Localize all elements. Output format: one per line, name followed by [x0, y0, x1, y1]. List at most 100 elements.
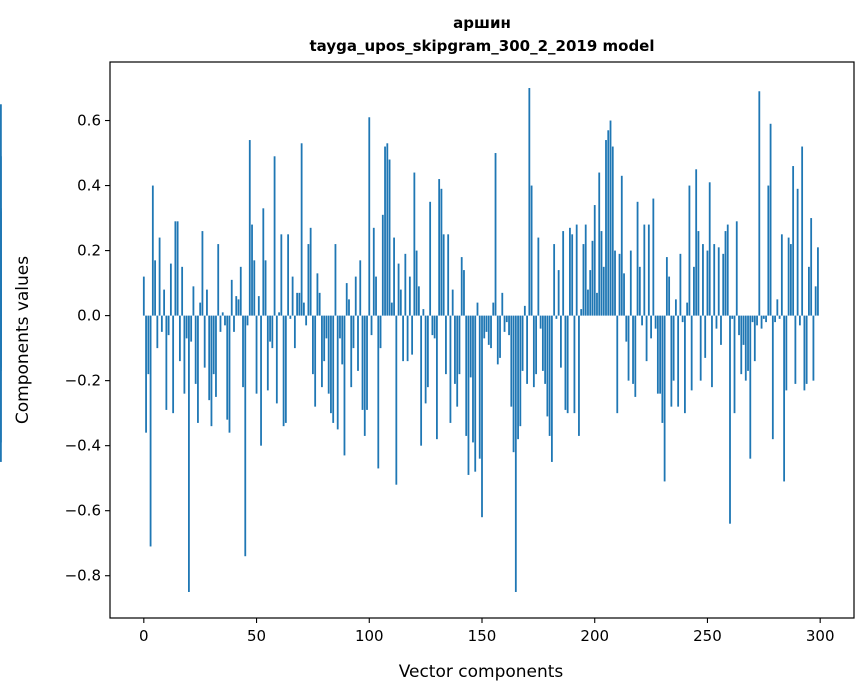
bar: [798, 315, 801, 326]
bar: [643, 224, 646, 316]
bar: [399, 289, 402, 316]
bar: [729, 315, 731, 524]
bar: [169, 263, 172, 316]
bar: [212, 315, 215, 375]
bar: [366, 315, 368, 410]
bar: [327, 315, 330, 394]
bar: [634, 315, 637, 397]
bar: [359, 260, 362, 316]
bar: [271, 315, 274, 349]
bar-series: [0, 88, 819, 592]
y-axis-label: Components values: [13, 256, 33, 424]
bar: [244, 315, 247, 557]
bar: [224, 315, 226, 326]
bar: [810, 218, 813, 316]
bar: [645, 315, 648, 362]
bar: [352, 315, 355, 349]
bar: [571, 234, 574, 316]
bar: [611, 146, 614, 316]
bar: [293, 315, 296, 349]
chart-title: аршин: [453, 14, 511, 32]
bar: [647, 224, 650, 316]
bar: [801, 146, 804, 316]
bar: [253, 260, 256, 316]
bar: [318, 292, 321, 316]
bar: [523, 305, 526, 316]
bar: [142, 276, 145, 316]
bar: [591, 240, 594, 316]
bar: [217, 244, 220, 316]
bar: [230, 279, 233, 316]
bar: [397, 263, 400, 316]
bar: [541, 315, 544, 371]
bar: [641, 315, 643, 326]
bar: [151, 185, 154, 316]
bar: [794, 315, 797, 384]
bar: [605, 140, 607, 316]
x-tick-label: 100: [355, 627, 384, 645]
bar: [266, 315, 269, 391]
bar: [663, 315, 666, 482]
bar: [690, 315, 693, 391]
bar: [478, 315, 481, 459]
bar: [492, 302, 495, 316]
bar: [627, 315, 630, 381]
bar: [190, 315, 193, 342]
bar: [0, 289, 2, 316]
bar: [305, 315, 308, 326]
bar: [738, 315, 740, 336]
bar: [390, 302, 393, 316]
bar: [532, 315, 535, 388]
bar: [332, 315, 335, 423]
x-tick-label: 150: [468, 627, 497, 645]
bar: [228, 315, 231, 433]
bar: [670, 315, 673, 407]
bar: [350, 315, 353, 388]
bar: [264, 260, 267, 316]
bar: [817, 247, 819, 316]
y-tick-label: 0.4: [77, 177, 101, 195]
bar: [812, 315, 815, 381]
bar: [587, 289, 589, 316]
bar: [178, 315, 181, 362]
bar: [201, 231, 204, 316]
bar: [147, 315, 150, 375]
bar: [233, 315, 235, 332]
bar: [282, 315, 285, 427]
bar: [377, 315, 380, 469]
bar: [780, 234, 783, 316]
bar: [334, 244, 337, 316]
bar: [165, 315, 168, 410]
bar: [744, 315, 747, 381]
bar: [370, 315, 373, 336]
bar: [598, 172, 601, 316]
x-tick-label: 50: [247, 627, 266, 645]
bar: [708, 182, 711, 316]
bar: [607, 130, 610, 316]
bar: [483, 315, 486, 339]
bar: [632, 315, 634, 384]
bar: [674, 299, 677, 316]
bar: [758, 91, 761, 316]
bar: [756, 315, 758, 326]
bar: [221, 312, 224, 316]
bar: [465, 315, 468, 436]
bar: [526, 315, 528, 384]
bar: [584, 224, 587, 316]
bar: [415, 250, 418, 316]
bar: [735, 221, 738, 316]
bar: [609, 120, 612, 316]
bar: [715, 315, 718, 329]
bar: [537, 237, 540, 316]
bar: [514, 315, 517, 592]
bar: [321, 315, 323, 388]
bar: [408, 276, 411, 316]
bar: [422, 309, 425, 316]
bar: [553, 244, 556, 316]
bar: [181, 266, 184, 316]
bar: [291, 276, 294, 316]
bar: [436, 315, 438, 440]
bar: [361, 315, 364, 410]
bar: [614, 250, 616, 316]
x-axis-label: Vector components: [399, 662, 564, 682]
